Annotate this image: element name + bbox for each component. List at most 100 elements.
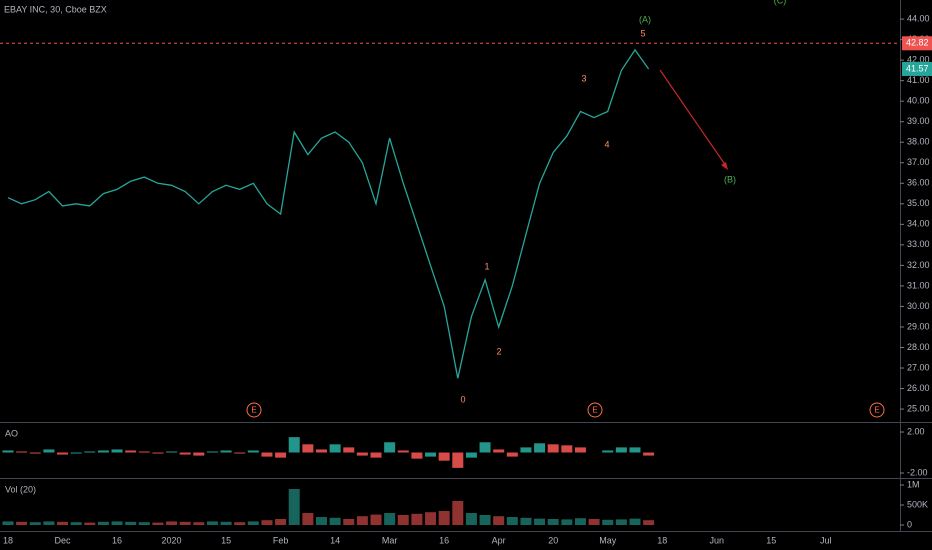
x-tick-label: 18 — [3, 535, 13, 545]
bar — [329, 444, 341, 453]
bar — [343, 447, 355, 453]
bar — [615, 447, 627, 453]
bar — [547, 444, 559, 453]
bar — [370, 514, 382, 525]
bar — [479, 515, 491, 525]
bar — [302, 513, 314, 525]
bar — [97, 450, 109, 453]
wave-label: (C) — [774, 0, 787, 5]
bar — [179, 452, 191, 455]
bar — [370, 452, 382, 458]
bar — [152, 522, 164, 525]
bar — [43, 449, 55, 453]
bar — [84, 451, 96, 453]
bar — [234, 452, 246, 454]
bar — [643, 452, 655, 456]
bar — [356, 452, 368, 456]
bar — [179, 521, 191, 525]
y-tick-label: 29.00 — [907, 321, 930, 331]
event-label: E — [592, 406, 597, 415]
bar — [520, 447, 532, 453]
bar — [520, 517, 532, 525]
y-tick-label: 1M — [907, 479, 920, 489]
bar — [43, 521, 55, 525]
x-tick-label: 20 — [548, 535, 558, 545]
bar — [506, 517, 518, 525]
bar — [465, 513, 477, 525]
bar — [534, 443, 546, 453]
x-tick-label: May — [599, 535, 617, 545]
bar — [261, 452, 273, 457]
bar — [643, 520, 655, 525]
wave-label: 0 — [460, 394, 465, 404]
arrow-head — [721, 162, 728, 170]
y-tick-label: 44.00 — [907, 13, 930, 23]
bar — [602, 519, 614, 525]
bar — [220, 521, 232, 525]
y-tick-label: 500K — [907, 499, 928, 509]
y-tick-label: 33.00 — [907, 239, 930, 249]
price-line — [7, 48, 650, 379]
event-marker — [246, 402, 262, 418]
bar — [493, 449, 505, 453]
wave-label: 2 — [496, 346, 501, 356]
bar — [411, 513, 423, 525]
y-tick-label: 35.00 — [907, 198, 930, 208]
bar — [288, 437, 300, 453]
bar — [302, 444, 314, 453]
x-tick-label: Dec — [55, 535, 72, 545]
bar — [425, 452, 437, 457]
y-tick-label: 25.00 — [907, 403, 930, 413]
bar — [97, 521, 109, 525]
y-tick-label: 28.00 — [907, 342, 930, 352]
event-label: E — [874, 406, 879, 415]
bar — [384, 442, 396, 453]
x-tick-label: Jul — [820, 535, 832, 545]
wave-label: 4 — [604, 139, 609, 149]
pane-title: Vol (20) — [5, 484, 36, 494]
projection-arrow — [659, 69, 727, 167]
bar — [16, 521, 28, 525]
bar — [356, 516, 368, 525]
y-tick-label: 41.00 — [907, 75, 930, 85]
bar — [615, 519, 627, 525]
y-tick-label: 42.00 — [907, 55, 930, 65]
bar — [247, 521, 259, 525]
bar — [343, 519, 355, 525]
bar — [275, 452, 287, 458]
bar — [2, 450, 14, 453]
bar — [397, 450, 409, 453]
bar — [574, 447, 586, 453]
y-tick-label: 2.00 — [907, 426, 925, 436]
x-tick-label: Apr — [492, 535, 506, 545]
bar — [206, 451, 218, 453]
bar — [329, 517, 341, 525]
chart-title: EBAY INC, 30, Cboe BZX — [4, 4, 107, 14]
bar — [234, 522, 246, 525]
bar — [452, 452, 464, 468]
y-tick-label: -2.00 — [907, 467, 928, 477]
x-tick-label: Jun — [710, 535, 725, 545]
bar — [438, 511, 450, 525]
bar — [70, 522, 82, 525]
bar — [425, 512, 437, 525]
bar — [29, 522, 41, 525]
y-tick-label: 32.00 — [907, 260, 930, 270]
bar — [629, 518, 641, 525]
bar — [166, 451, 178, 453]
bar — [411, 452, 423, 459]
bar — [261, 520, 273, 525]
wave-label: (B) — [724, 174, 736, 184]
bar — [111, 521, 123, 525]
bar — [138, 522, 150, 525]
bar — [438, 452, 450, 461]
bar — [534, 518, 546, 525]
y-tick-label: 30.00 — [907, 301, 930, 311]
y-tick-label: 31.00 — [907, 280, 930, 290]
y-tick-label: 38.00 — [907, 137, 930, 147]
y-tick-label: 39.00 — [907, 116, 930, 126]
price-box-label: 41.57 — [906, 63, 929, 73]
bar — [602, 450, 614, 453]
